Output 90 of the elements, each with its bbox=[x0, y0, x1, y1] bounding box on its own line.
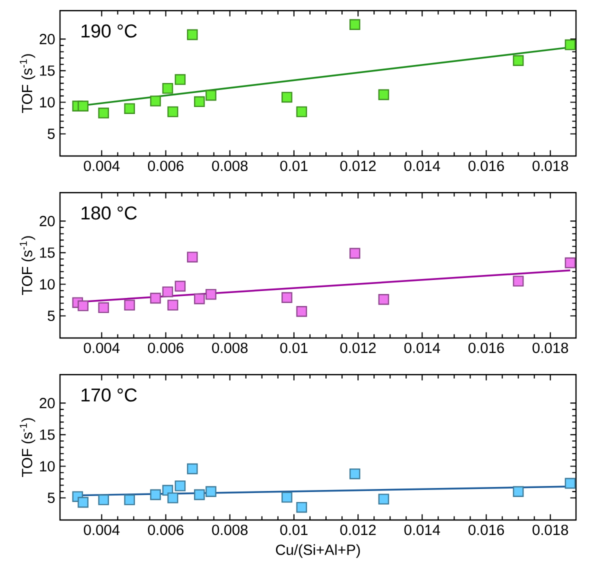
x-tick-label: 0.01 bbox=[280, 160, 308, 172]
y-axis-title: TOF (s$^{-1}$) bbox=[20, 54, 36, 114]
point bbox=[167, 492, 178, 504]
x-axis-title: Cu/(Si+Al+P) bbox=[276, 544, 360, 558]
point bbox=[186, 252, 198, 263]
point bbox=[186, 463, 198, 474]
point bbox=[512, 55, 524, 66]
point bbox=[206, 90, 216, 101]
text: 190 °C bbox=[82, 24, 137, 38]
x-tick-label: 0.008 bbox=[212, 342, 248, 354]
x-tick-label: 0.006 bbox=[148, 160, 184, 172]
point bbox=[194, 293, 205, 304]
point bbox=[512, 486, 524, 497]
point bbox=[296, 106, 308, 118]
x-tick-label: 0.004 bbox=[84, 342, 120, 354]
point bbox=[186, 29, 198, 40]
point bbox=[194, 489, 205, 500]
point bbox=[564, 39, 576, 50]
point bbox=[162, 82, 174, 94]
point bbox=[98, 302, 109, 314]
x-tick-label: 0.004 bbox=[84, 524, 120, 536]
x-tick-label: 0.008 bbox=[212, 524, 248, 536]
x-tick-label: 0.008 bbox=[212, 160, 248, 172]
point bbox=[296, 502, 308, 513]
x-tick-label: 0.016 bbox=[468, 160, 504, 172]
y-axis-title: TOF (s$^{-1}$) bbox=[20, 236, 36, 296]
point bbox=[378, 294, 390, 305]
x-tick-label: 0.012 bbox=[340, 342, 376, 354]
point bbox=[564, 257, 576, 268]
text: 170 °C bbox=[82, 388, 137, 402]
x-tick-label: 0.01 bbox=[280, 342, 308, 354]
x-tick-label: 0.016 bbox=[468, 342, 504, 354]
x-tick-label: 0.006 bbox=[148, 342, 184, 354]
point bbox=[349, 468, 360, 480]
point bbox=[349, 248, 360, 259]
point bbox=[512, 276, 524, 287]
y-tick-label: 5 bbox=[48, 128, 55, 139]
point bbox=[282, 292, 292, 303]
text: 180 °C bbox=[82, 206, 137, 220]
y-tick-label: 15 bbox=[40, 430, 55, 440]
y-tick-label: 5 bbox=[48, 310, 55, 321]
point bbox=[150, 292, 161, 304]
point bbox=[296, 306, 308, 317]
point bbox=[349, 19, 360, 30]
point bbox=[174, 74, 186, 85]
x-tick-label: 0.01 bbox=[280, 524, 308, 536]
x-tick-label: 0.012 bbox=[340, 524, 376, 536]
point bbox=[206, 288, 216, 300]
point bbox=[167, 106, 178, 118]
point bbox=[282, 492, 292, 503]
y-tick-label: 20 bbox=[40, 216, 55, 226]
x-tick-label: 0.006 bbox=[148, 524, 184, 536]
point bbox=[167, 300, 178, 311]
x-tick-label: 0.004 bbox=[84, 160, 120, 172]
point bbox=[162, 286, 174, 298]
x-tick-label: 0.016 bbox=[468, 524, 504, 536]
x-tick-label: 0.014 bbox=[404, 524, 440, 536]
point bbox=[78, 496, 88, 508]
point bbox=[124, 494, 135, 506]
point bbox=[174, 480, 186, 492]
y-tick-label: 20 bbox=[40, 398, 55, 408]
y-tick-label: 15 bbox=[40, 66, 55, 76]
y-axis-title: TOF (s$^{-1}$) bbox=[20, 418, 36, 478]
point bbox=[282, 92, 292, 103]
point bbox=[98, 108, 109, 118]
y-tick-label: 20 bbox=[40, 34, 55, 44]
x-tick-label: 0.012 bbox=[340, 160, 376, 172]
point bbox=[150, 96, 161, 106]
y-tick-label: 15 bbox=[40, 248, 55, 258]
point bbox=[98, 494, 109, 506]
point bbox=[194, 96, 205, 108]
point bbox=[378, 89, 390, 100]
point bbox=[174, 280, 186, 292]
x-tick-label: 0.018 bbox=[532, 160, 568, 172]
x-tick-label: 0.014 bbox=[404, 342, 440, 354]
x-tick-label: 0.018 bbox=[532, 342, 568, 354]
y-tick-label: 10 bbox=[40, 97, 55, 108]
point bbox=[78, 100, 88, 112]
point bbox=[124, 300, 135, 311]
point bbox=[206, 486, 216, 497]
x-tick-label: 0.014 bbox=[404, 160, 440, 172]
y-tick-label: 5 bbox=[48, 492, 55, 503]
point bbox=[78, 300, 88, 312]
point bbox=[124, 103, 135, 114]
point bbox=[564, 478, 576, 489]
y-tick-label: 10 bbox=[40, 461, 55, 472]
y-tick-label: 10 bbox=[40, 279, 55, 290]
point bbox=[150, 489, 161, 500]
x-tick-label: 0.018 bbox=[532, 524, 568, 536]
point bbox=[378, 494, 390, 505]
